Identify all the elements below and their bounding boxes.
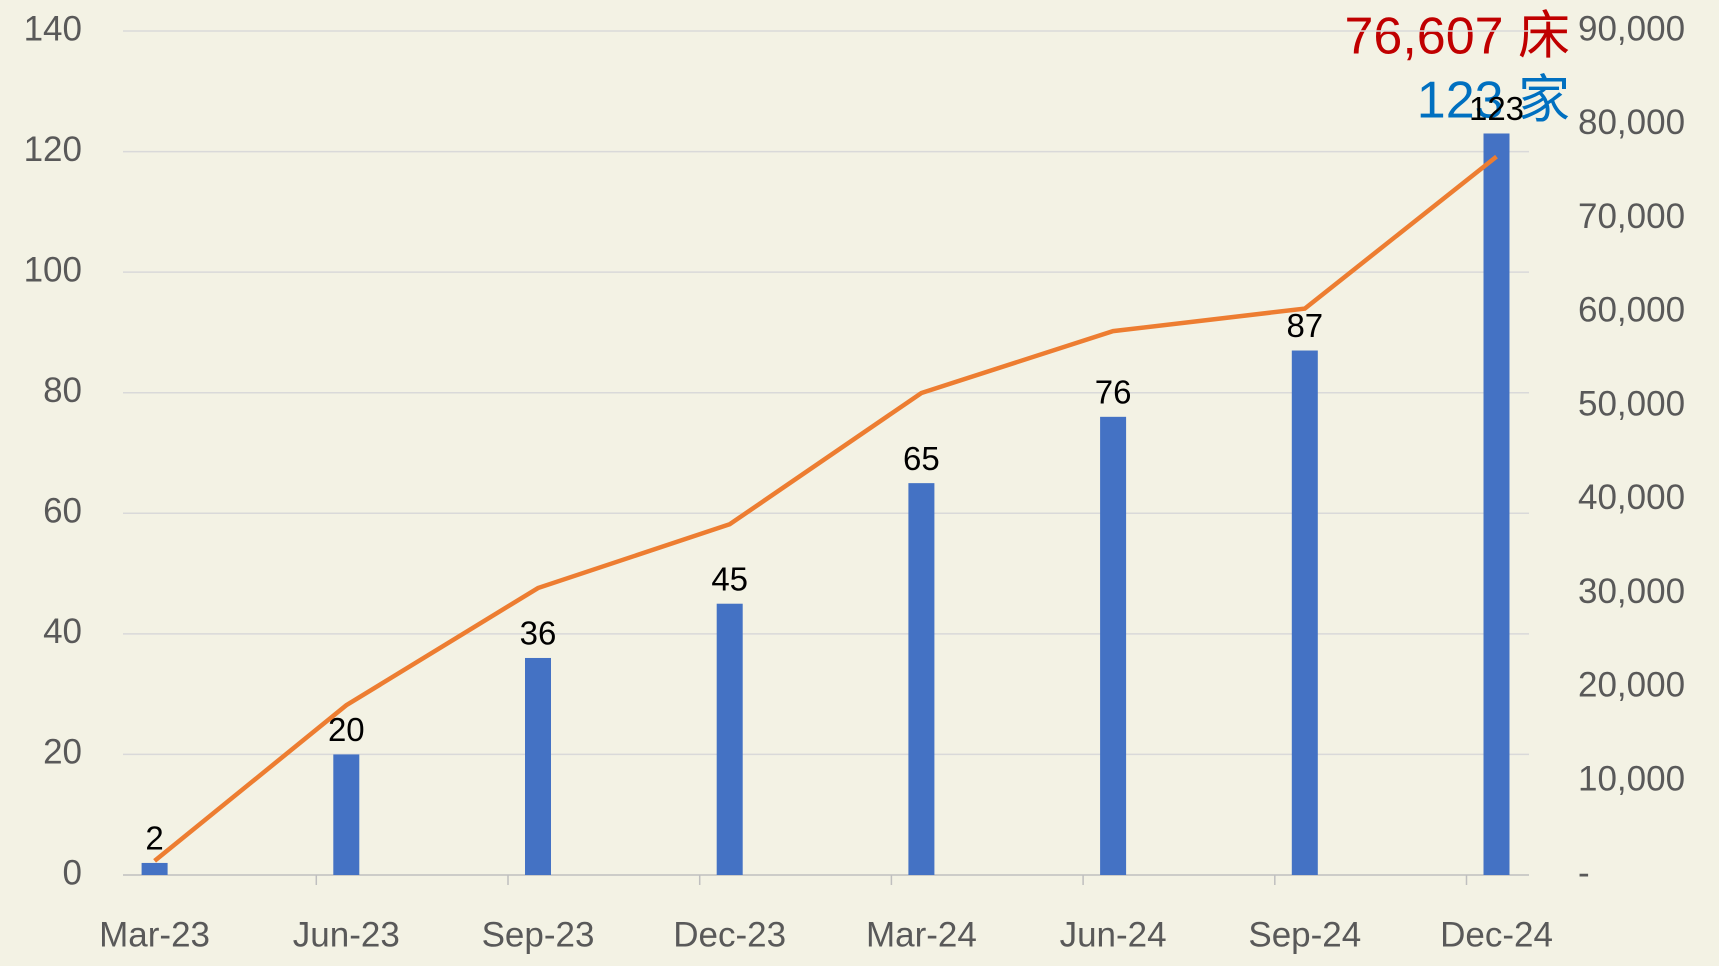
y-tick-label: 140: [24, 9, 82, 48]
bar: [141, 862, 168, 875]
data-label: 123: [1469, 90, 1524, 127]
data-label: 65: [903, 440, 940, 477]
y-tick-label: 0: [63, 853, 82, 892]
y2-tick-label: 20,000: [1578, 666, 1685, 705]
data-label: 2: [145, 820, 163, 857]
y2-tick-label: 30,000: [1578, 572, 1685, 611]
y-tick-label: 60: [43, 492, 82, 531]
bar: [1483, 133, 1510, 875]
bar: [525, 657, 551, 875]
x-tick-label: Sep-23: [482, 915, 595, 954]
annotation: 76,607 床: [1345, 8, 1571, 66]
y2-tick-label: 10,000: [1578, 759, 1685, 798]
bar: [1100, 416, 1127, 875]
y-tick-label: 20: [43, 733, 82, 772]
y2-tick-label: 80,000: [1578, 103, 1685, 142]
x-tick-label: Sep-24: [1248, 915, 1361, 954]
y-tick-label: 40: [43, 612, 82, 651]
data-label: 76: [1095, 374, 1132, 411]
x-tick-label: Dec-23: [673, 915, 786, 954]
x-tick-label: Mar-24: [866, 915, 977, 954]
y2-tick-label: -: [1578, 853, 1590, 892]
x-tick-label: Mar-23: [99, 915, 210, 954]
y2-tick-label: 50,000: [1578, 384, 1685, 423]
y2-tick-label: 90,000: [1578, 9, 1685, 48]
x-tick-label: Jun-23: [293, 915, 400, 954]
bar: [1291, 350, 1318, 875]
y-tick-label: 80: [43, 371, 82, 410]
y2-tick-label: 70,000: [1578, 197, 1685, 236]
y-tick-label: 100: [24, 250, 82, 289]
y-tick-label: 120: [24, 130, 82, 169]
x-tick-label: Jun-24: [1060, 915, 1167, 954]
data-label: 36: [520, 615, 557, 652]
line: [153, 154, 1498, 863]
data-label: 45: [711, 560, 748, 597]
annotation: 123 家: [1417, 72, 1570, 130]
bar: [333, 754, 360, 875]
data-label: 87: [1286, 307, 1323, 344]
bar: [716, 603, 743, 875]
y2-tick-label: 40,000: [1578, 478, 1685, 517]
bar: [908, 483, 935, 875]
x-tick-label: Dec-24: [1440, 915, 1553, 954]
y2-tick-label: 60,000: [1578, 291, 1685, 330]
